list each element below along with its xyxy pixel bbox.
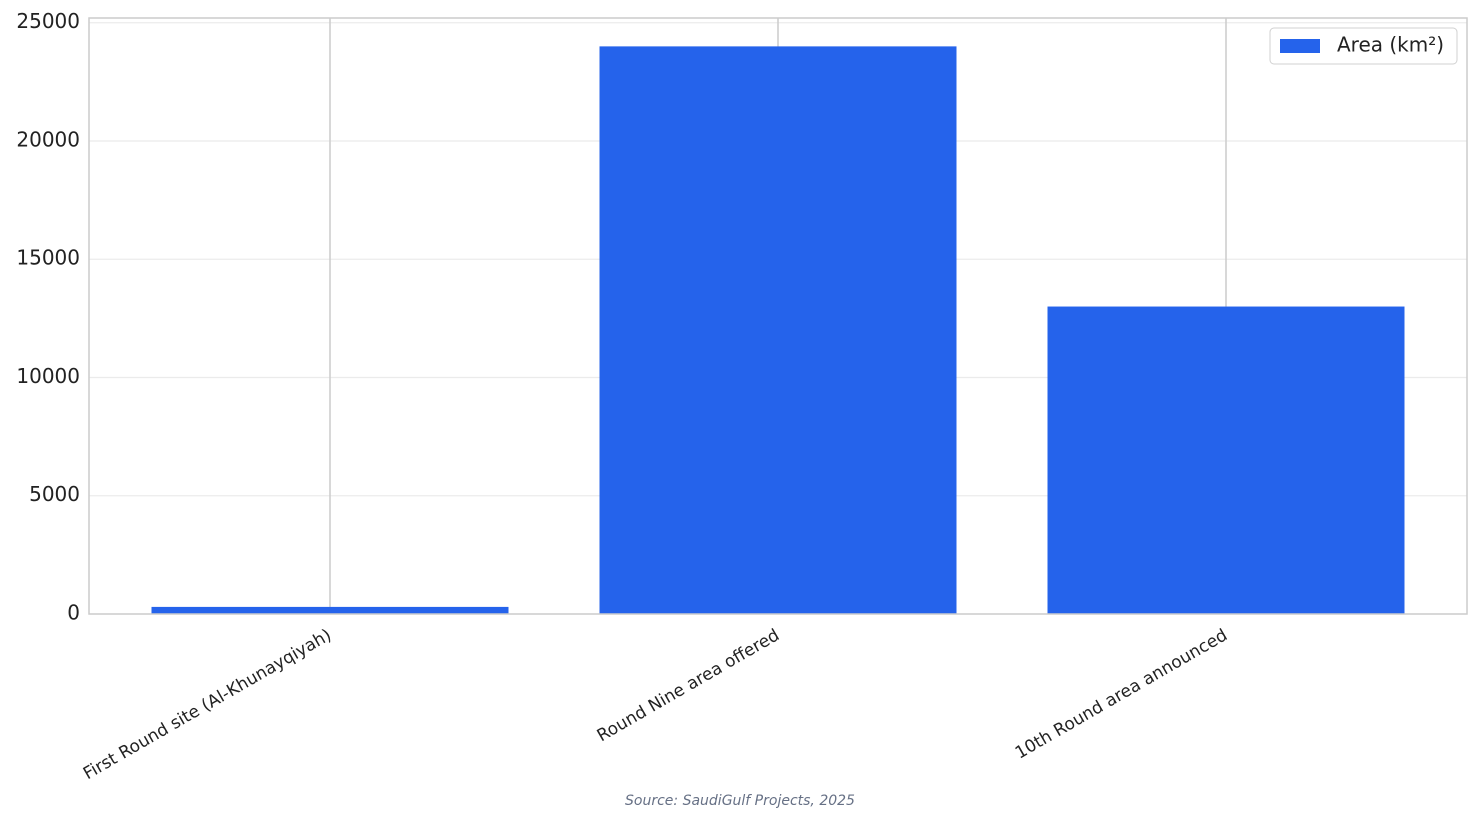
legend-frame (1269, 27, 1458, 65)
x-tick-label: Round Nine area offered (594, 625, 783, 746)
legend-swatch (1280, 39, 1320, 53)
y-tick-label: 15000 (16, 246, 80, 270)
bar (151, 606, 509, 614)
y-tick-label: 0 (67, 601, 80, 625)
x-tick-label: First Round site (Al-Khunayqiyah) (80, 625, 335, 784)
y-tick-label: 5000 (29, 482, 80, 506)
y-tick-label: 10000 (16, 364, 80, 388)
y-tick-label: 25000 (16, 9, 80, 33)
plot-frame (88, 17, 1468, 615)
y-tick-label: 20000 (16, 127, 80, 151)
bar (1047, 306, 1405, 614)
legend-label: Area (km²) (1337, 33, 1444, 57)
bar (599, 46, 957, 614)
source-note: Source: SaudiGulf Projects, 2025 (625, 793, 855, 809)
x-tick-label: 10th Round area announced (1012, 625, 1231, 763)
